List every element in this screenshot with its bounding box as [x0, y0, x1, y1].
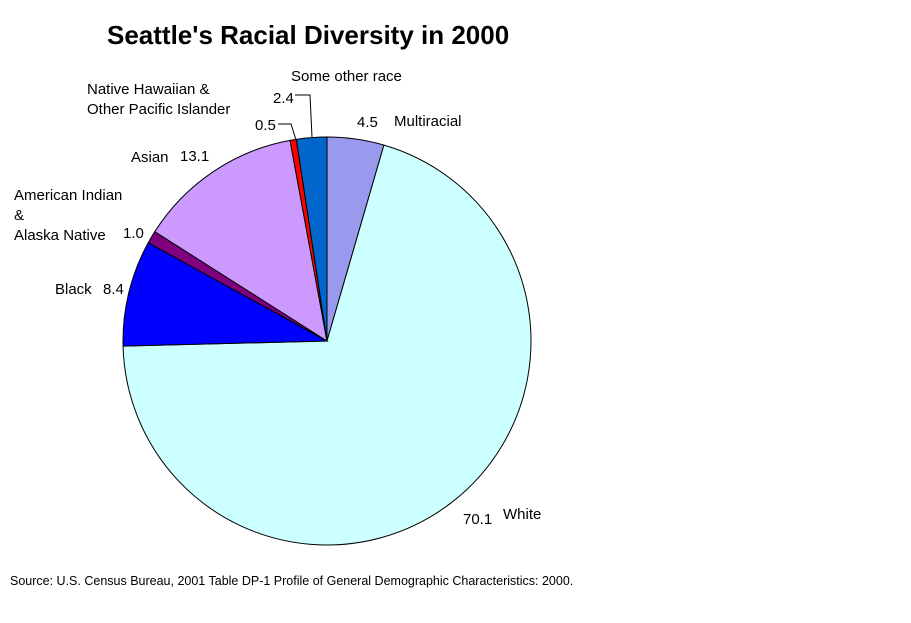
slice-value-american-indian: 1.0 — [123, 225, 144, 242]
slice-value-white: 70.1 — [463, 511, 493, 528]
slice-label-white: White — [503, 506, 542, 523]
slice-value-multiracial: 4.5 — [357, 114, 378, 131]
chart-title: Seattle's Racial Diversity in 2000 — [107, 20, 510, 50]
pie-slice-black — [122, 242, 329, 347]
slice-value-some-other-race: 2.4 — [273, 90, 294, 107]
pie-slice-asian — [154, 139, 328, 343]
slice-label-some-other-race: Some other race — [291, 68, 402, 85]
leader-line-some-other-race — [295, 94, 313, 138]
pie — [122, 136, 532, 546]
slice-value-black: 8.4 — [103, 281, 124, 298]
slice-label-native-hawaiian: Native Hawaiian & Other Pacific Islander — [87, 81, 231, 118]
source-note: Source: U.S. Census Bureau, 2001 Table D… — [10, 574, 574, 588]
slice-label-black: Black — [55, 281, 92, 298]
slice-label-american-indian: American Indian & Alaska Native — [14, 187, 123, 244]
slice-label-asian: Asian — [131, 149, 169, 166]
slice-value-asian: 13.1 — [180, 148, 210, 165]
slice-label-multiracial: Multiracial — [394, 113, 462, 130]
leader-line-native-hawaiian — [278, 123, 298, 144]
pie-slice-white — [122, 144, 532, 546]
slice-value-native-hawaiian: 0.5 — [255, 117, 276, 134]
